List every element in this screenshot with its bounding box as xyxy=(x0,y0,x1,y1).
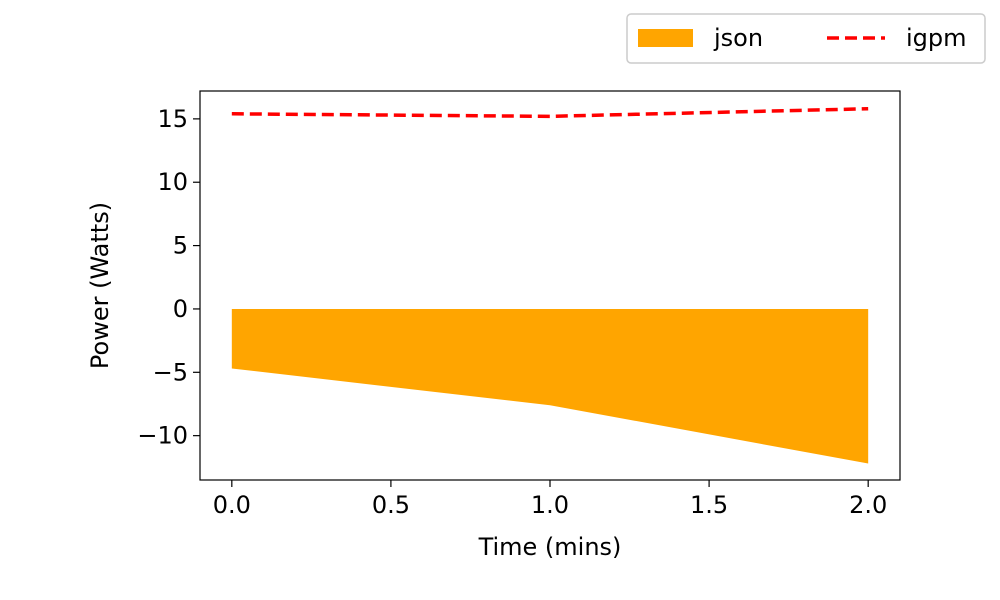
x-axis-label: Time (mins) xyxy=(478,533,622,561)
plot-area xyxy=(231,106,869,464)
y-axis: −10 −5 0 5 10 15 xyxy=(137,105,200,450)
legend: json igpm xyxy=(626,13,986,64)
x-axis: 0.0 0.5 1.0 1.5 2.0 xyxy=(213,480,887,519)
area-json xyxy=(231,308,869,464)
line-igpm xyxy=(231,106,869,119)
x-tick-label: 0.5 xyxy=(372,491,410,519)
x-tick-label: 1.5 xyxy=(690,491,728,519)
y-tick-label: 10 xyxy=(157,168,188,196)
legend-label-igpm: igpm xyxy=(906,24,967,52)
y-tick-label: 5 xyxy=(173,232,188,260)
y-tick-label: 0 xyxy=(173,295,188,323)
x-tick-label: 0.0 xyxy=(213,491,251,519)
legend-label-json: json xyxy=(713,24,763,52)
legend-box xyxy=(626,13,986,64)
y-tick-label: 15 xyxy=(157,105,188,133)
x-tick-label: 1.0 xyxy=(531,491,569,519)
y-tick-label: −10 xyxy=(137,422,188,450)
x-tick-label: 2.0 xyxy=(849,491,887,519)
y-axis-label: Power (Watts) xyxy=(86,202,114,369)
legend-swatch-json xyxy=(638,29,693,47)
y-tick-label: −5 xyxy=(153,358,188,386)
